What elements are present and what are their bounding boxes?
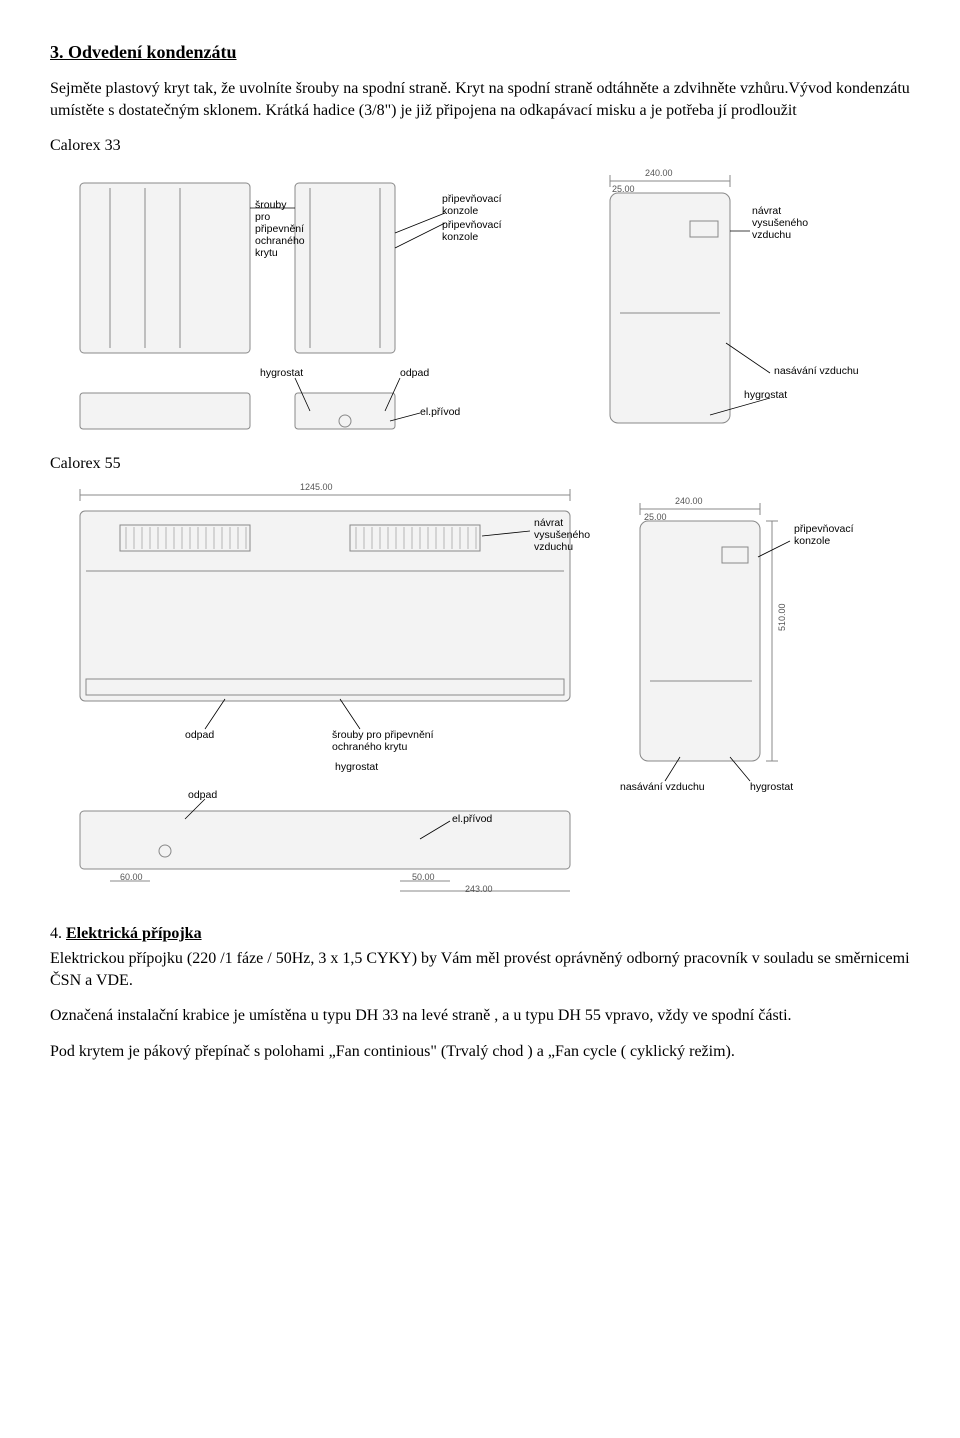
annot-odpad1: odpad xyxy=(400,367,429,379)
annot-srouby: šrouby pro připevnění ochraného krytu xyxy=(255,199,305,259)
dim-25-a: 25.00 xyxy=(612,183,635,195)
annot-konzole-b: připevňovací konzole xyxy=(442,219,502,243)
section4-prefix: 4. xyxy=(50,925,66,942)
section4-para1: Elektrickou přípojku (220 /1 fáze / 50Hz… xyxy=(50,948,910,991)
annot-odpad3: odpad xyxy=(188,789,217,801)
section4-para2: Označená instalační krabice je umístěna … xyxy=(50,1005,910,1027)
section4-heading-line: 4. Elektrická přípojka xyxy=(50,923,910,945)
annot-hygrostat2: hygrostat xyxy=(744,389,787,401)
section3-title: 3. Odvedení kondenzátu xyxy=(50,40,910,64)
annot-srouby-long: šrouby pro připevnění ochraného krytu xyxy=(332,729,434,753)
annot-navrat: návrat vysušeného vzduchu xyxy=(752,205,808,241)
annot-hygrostat4: hygrostat xyxy=(750,781,793,793)
annot-elprivod1: el.přívod xyxy=(420,406,460,418)
calorex33-label: Calorex 33 xyxy=(50,135,910,157)
section3-para1: Sejměte plastový kryt tak, že uvolníte š… xyxy=(50,78,910,121)
section4-title: Elektrická přípojka xyxy=(66,925,202,942)
annot-konzole-c: připevňovací konzole xyxy=(794,523,854,547)
annot-nasavani1: nasávání vzduchu xyxy=(774,365,859,377)
calorex33-diagram: šrouby pro připevnění ochraného krytu př… xyxy=(50,163,910,443)
section4-para3: Pod krytem je pákový přepínač s polohami… xyxy=(50,1041,910,1063)
annot-hygrostat3: hygrostat xyxy=(335,761,378,773)
calorex55-diagram: 1245.00 návrat vysušeného vzduchu připev… xyxy=(50,481,910,901)
dim-240-b: 240.00 xyxy=(675,495,703,507)
dim-240-a: 240.00 xyxy=(645,167,673,179)
dim-60: 60.00 xyxy=(120,871,143,883)
annot-konzole-a: připevňovací konzole xyxy=(442,193,502,217)
annot-odpad2: odpad xyxy=(185,729,214,741)
dim-25-b: 25.00 xyxy=(644,511,667,523)
calorex55-label: Calorex 55 xyxy=(50,453,910,475)
dim-243: 243.00 xyxy=(465,883,493,895)
dim-510: 510.00 xyxy=(776,603,788,631)
annot-elprivod2: el.přívod xyxy=(452,813,492,825)
annot-hygrostat1: hygrostat xyxy=(260,367,303,379)
annot-nasavani2: nasávání vzduchu xyxy=(620,781,705,793)
annot-navrat2: návrat vysušeného vzduchu xyxy=(534,517,590,553)
dim-1245: 1245.00 xyxy=(300,481,333,493)
dim-50: 50.00 xyxy=(412,871,435,883)
